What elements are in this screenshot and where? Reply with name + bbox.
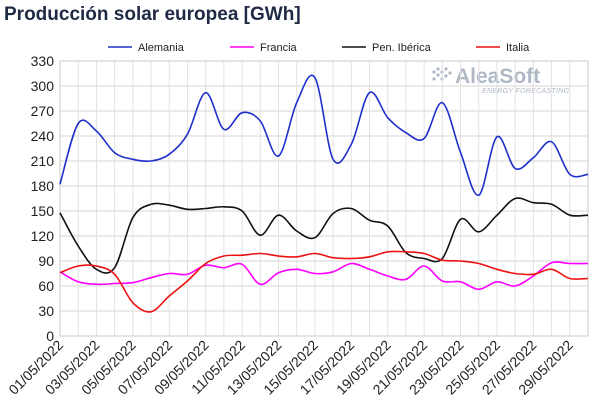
logo-name: AleaSoft (455, 65, 540, 88)
y-tick-label: 90 (38, 253, 54, 269)
y-tick-label: 210 (31, 153, 55, 169)
y-tick-label: 150 (31, 203, 55, 219)
legend-label-italia: Italia (506, 42, 530, 54)
y-tick-label: 60 (38, 278, 54, 294)
y-tick-label: 120 (31, 228, 55, 244)
y-tick-label: 180 (31, 178, 55, 194)
legend-label-francia: Francia (260, 42, 298, 54)
y-tick-label: 330 (31, 53, 55, 69)
chart-title: Producción solar europea [GWh] (4, 4, 301, 25)
y-tick-label: 0 (46, 328, 54, 344)
series-line-pen-iberica (59, 197, 589, 274)
plot-area-border (59, 60, 589, 337)
y-tick-label: 30 (38, 303, 54, 319)
series-line-alemania (59, 74, 589, 196)
series-line-italia (59, 250, 589, 313)
legend-label-alemania: Alemania (138, 42, 185, 54)
series-line-francia (59, 261, 589, 291)
y-tick-label: 240 (31, 128, 55, 144)
y-tick-label: 270 (31, 103, 55, 119)
y-tick-label: 300 (31, 78, 55, 94)
legend-label-pen-iberica: Pen. Ibérica (372, 42, 432, 54)
aleasoft-logo: AleaSoft ENERGY FORECASTING (432, 65, 569, 95)
logo-tagline: ENERGY FORECASTING (482, 88, 570, 95)
